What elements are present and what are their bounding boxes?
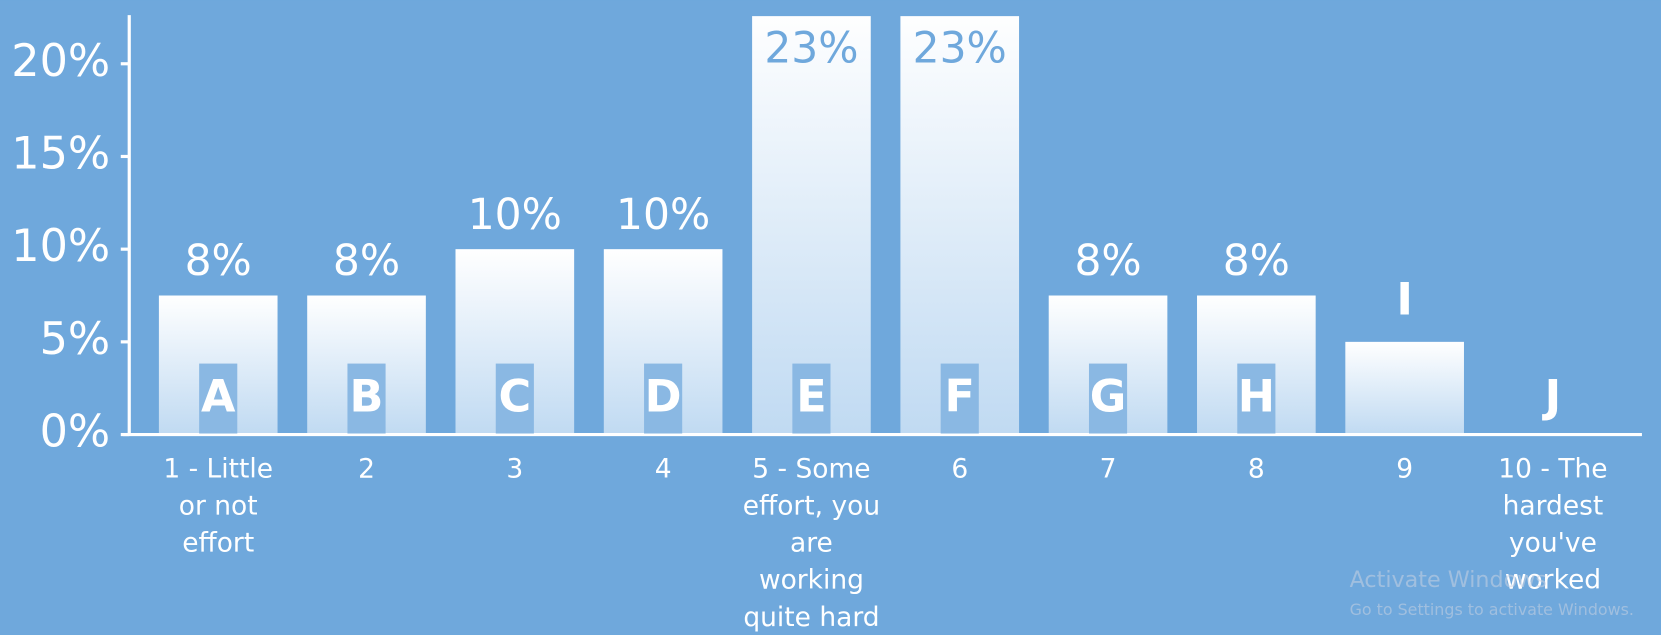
bar-letter: B (350, 372, 384, 423)
x-tick-label: 10 - The hardest you've worked (1498, 453, 1607, 595)
value-label: 10% (468, 190, 562, 239)
y-tick-label: 15% (11, 128, 110, 179)
value-label: 8% (1223, 236, 1290, 285)
letter-box (1088, 363, 1128, 434)
watermark: Activate Windows (1350, 567, 1547, 593)
x-tick-label: 7 (1100, 453, 1117, 484)
bar-letter: F (945, 372, 975, 423)
x-tick-label: 2 (358, 453, 375, 484)
x-tick-label: 8 (1248, 453, 1265, 484)
bar-letter: H (1238, 372, 1275, 423)
x-tick-label: 6 (951, 453, 968, 484)
bar-letter: J (1542, 372, 1562, 423)
bar-letter: E (796, 372, 826, 423)
x-tick-label: 9 (1396, 453, 1413, 484)
x-tick-label: 3 (506, 453, 523, 484)
value-label: 8% (333, 236, 400, 285)
letter-box (199, 363, 238, 434)
x-tick-label: 1 - Little or not effort (163, 453, 273, 558)
y-tick-label: 10% (11, 221, 110, 272)
y-tick-label: 20% (11, 36, 110, 87)
bar (1345, 341, 1464, 435)
bar-letter: I (1396, 275, 1413, 326)
bar-letter: C (498, 372, 531, 423)
bar-letter: D (645, 372, 682, 423)
y-tick-label: 0% (40, 407, 111, 458)
value-label: 23% (913, 24, 1007, 73)
watermark: Go to Settings to activate Windows. (1350, 600, 1634, 619)
x-tick-label: 5 - Some effort, you are working quite hard (743, 453, 880, 632)
letter-box (347, 363, 386, 434)
value-label: 8% (185, 236, 252, 285)
letter-box (940, 363, 979, 434)
bar-letter: G (1090, 372, 1127, 423)
letter-box (1237, 363, 1276, 434)
letter-box (495, 363, 534, 434)
value-label: 23% (764, 24, 858, 73)
y-tick-label: 5% (40, 314, 111, 365)
value-label: 8% (1074, 236, 1141, 285)
bar-letter: A (201, 372, 236, 423)
value-label: 10% (616, 190, 710, 239)
x-tick-label: 4 (655, 453, 672, 484)
letter-box (644, 363, 683, 434)
letter-box (792, 363, 831, 434)
